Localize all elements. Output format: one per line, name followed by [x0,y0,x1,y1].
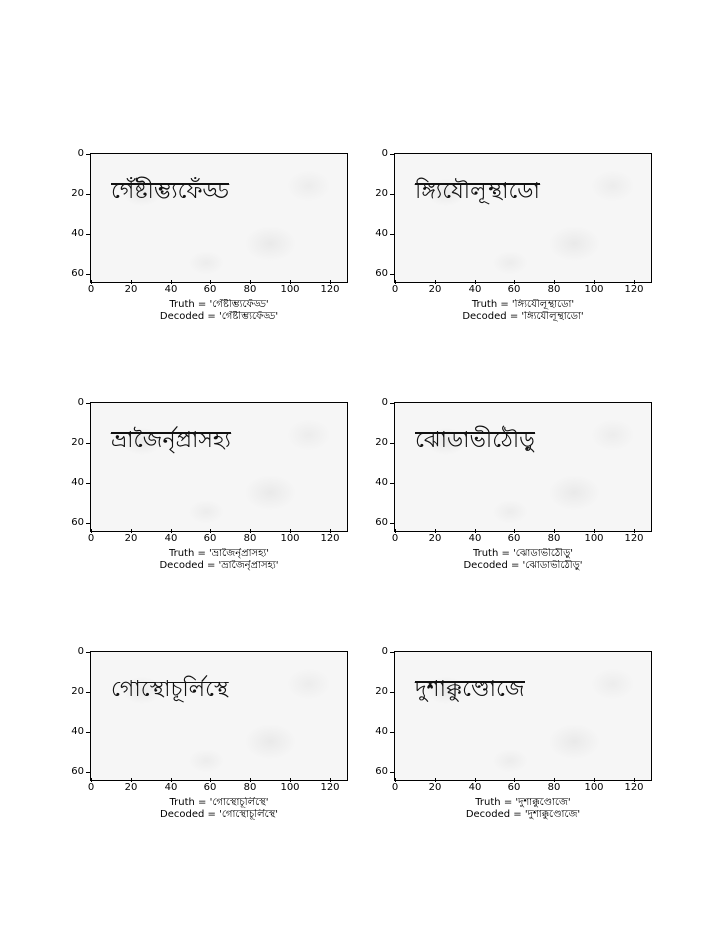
y-tick: 60 [64,518,90,528]
x-tick: 60 [198,529,222,545]
y-tick: 40 [64,478,90,488]
x-tick: 60 [198,778,222,794]
x-tick: 120 [318,778,342,794]
y-tick: 0 [368,647,394,657]
y-tick: 0 [368,398,394,408]
y-tick: 40 [368,727,394,737]
x-tick: 120 [318,280,342,296]
x-tick: 40 [463,280,487,296]
x-tick: 120 [318,529,342,545]
x-tick: 80 [542,529,566,545]
x-tick: 60 [502,280,526,296]
x-tick: 20 [119,280,143,296]
sample-image-5: গোস্থোচূর্লিস্থে [90,651,348,781]
x-tick: 80 [238,778,262,794]
y-tick: 20 [368,438,394,448]
sample-image-4: ঝোডাভীঠৌড়ু [394,402,652,532]
truth-caption-6: Truth = 'দুশাক্কুণ্ডোজে' [475,797,571,808]
y-tick: 0 [64,647,90,657]
decoded-caption-2: Decoded = 'ঙ্গ্যিযৌলূম্থাডো' [462,311,584,322]
x-tick: 20 [119,529,143,545]
x-tick: 0 [383,280,407,296]
x-tick: 20 [119,778,143,794]
x-tick: 100 [278,778,302,794]
y-tick: 60 [64,269,90,279]
y-tick: 60 [64,767,90,777]
y-tick: 40 [368,229,394,239]
y-tick: 40 [64,229,90,239]
x-tick: 20 [423,778,447,794]
x-tick: 40 [463,529,487,545]
sample-word-3: ভ্রাজৈর্নৃপ্রাসহ্য [111,428,231,453]
y-tick: 0 [64,398,90,408]
x-tick: 40 [159,280,183,296]
truth-caption-1: Truth = 'গেঁষ্টীম্ভ্যফেঁড্ড' [169,299,269,310]
x-tick: 0 [383,778,407,794]
sample-word-2: ঙ্গ্যিযৌলূম্থাডো [415,179,540,204]
sample-image-3: ভ্রাজৈর্নৃপ্রাসহ্য [90,402,348,532]
decoded-caption-4: Decoded = 'ঝোডাভীঠৌড়ু' [463,560,583,571]
x-tick: 80 [542,280,566,296]
x-tick: 0 [79,529,103,545]
sample-word-5: গোস্থোচূর্লিস্থে [111,677,229,702]
x-tick: 60 [502,778,526,794]
x-tick: 100 [582,280,606,296]
sample-word-6: দুশাক্কুণ্ডোজে [415,677,525,702]
x-tick: 80 [238,529,262,545]
sample-image-1: গেঁষ্টীম্ভ্যফেঁড্ড [90,153,348,283]
x-tick: 0 [383,529,407,545]
x-tick: 0 [79,280,103,296]
x-tick: 100 [278,529,302,545]
decoded-caption-5: Decoded = 'গোস্থোচূর্লিস্থে' [160,809,278,820]
x-tick: 20 [423,529,447,545]
truth-caption-4: Truth = 'ঝোডাভীঠৌড়ু' [472,548,574,559]
y-tick: 0 [368,149,394,159]
truth-caption-2: Truth = 'ঙ্গ্যিযৌলূম্থাডো' [471,299,575,310]
sample-word-4: ঝোডাভীঠৌড়ু [415,428,535,453]
x-tick: 100 [278,280,302,296]
truth-caption-3: Truth = 'ভ্রাজৈর্নৃপ্রাসহ্য' [168,548,270,559]
decoded-caption-6: Decoded = 'দুশাক্কুণ্ডোজে' [465,809,581,820]
x-tick: 120 [622,280,646,296]
y-tick: 40 [368,478,394,488]
y-tick: 20 [64,438,90,448]
x-tick: 40 [463,778,487,794]
y-tick: 20 [64,189,90,199]
x-tick: 60 [502,529,526,545]
x-tick: 100 [582,529,606,545]
x-tick: 40 [159,529,183,545]
decoded-caption-1: Decoded = 'গেঁষ্টীম্ভ্যফেঁড্ড' [159,311,279,322]
sample-image-2: ঙ্গ্যিযৌলূম্থাডো [394,153,652,283]
x-tick: 20 [423,280,447,296]
x-tick: 40 [159,778,183,794]
x-tick: 80 [238,280,262,296]
sample-word-1: গেঁষ্টীম্ভ্যফেঁড্ড [111,179,230,204]
x-tick: 0 [79,778,103,794]
y-tick: 0 [64,149,90,159]
sample-image-6: দুশাক্কুণ্ডোজে [394,651,652,781]
y-tick: 60 [368,518,394,528]
x-tick: 60 [198,280,222,296]
y-tick: 20 [368,189,394,199]
x-tick: 120 [622,778,646,794]
y-tick: 20 [368,687,394,697]
x-tick: 120 [622,529,646,545]
truth-caption-5: Truth = 'গোস্থোচূর্লিস্থে' [169,797,269,808]
y-tick: 20 [64,687,90,697]
x-tick: 100 [582,778,606,794]
y-tick: 60 [368,269,394,279]
x-tick: 80 [542,778,566,794]
decoded-caption-3: Decoded = 'ভ্রাজৈর্নৃপ্রাসহ্য' [159,560,279,571]
y-tick: 40 [64,727,90,737]
y-tick: 60 [368,767,394,777]
